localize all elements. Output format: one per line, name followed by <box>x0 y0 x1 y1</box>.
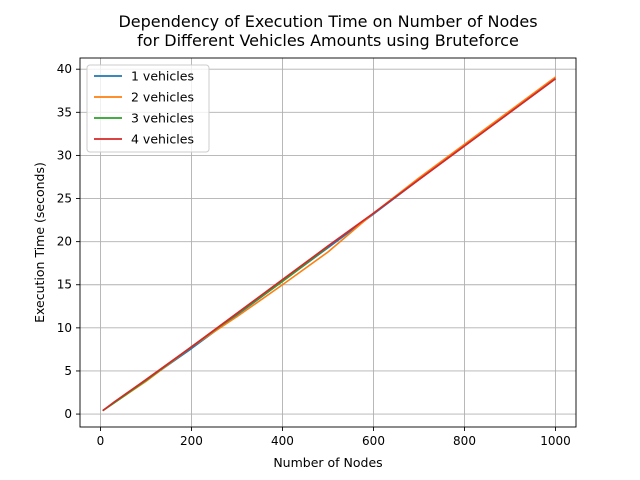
y-axis-label: Execution Time (seconds) <box>32 162 47 323</box>
y-tick-label: 10 <box>57 321 72 335</box>
y-tick-label: 5 <box>64 364 72 378</box>
x-axis-label: Number of Nodes <box>273 455 382 470</box>
y-tick-label: 20 <box>57 235 72 249</box>
x-tick-label: 200 <box>180 434 203 448</box>
x-tick-label: 1000 <box>540 434 571 448</box>
y-tick-label: 30 <box>57 148 72 162</box>
grid-lines <box>80 58 576 427</box>
chart-title-line: for Different Vehicles Amounts using Bru… <box>137 31 519 50</box>
y-tick-label: 25 <box>57 192 72 206</box>
series-lines <box>102 76 556 412</box>
x-tick-label: 0 <box>97 434 105 448</box>
chart-title: Dependency of Execution Time on Number o… <box>118 12 537 50</box>
y-axis-ticks: 0 5 10 15 20 25 30 35 40 <box>57 62 80 421</box>
y-tick-label: 35 <box>57 105 72 119</box>
legend-box <box>86 64 210 153</box>
x-axis-ticks: 0 200 400 600 800 1000 <box>97 427 571 448</box>
legend-label: 4 vehicles <box>131 132 194 147</box>
legend-label: 2 vehicles <box>131 90 194 105</box>
plot-frame <box>79 57 577 428</box>
x-tick-label: 400 <box>271 434 294 448</box>
x-tick-label: 800 <box>453 434 476 448</box>
series-line <box>102 78 556 412</box>
legend: 1 vehicles 2 vehicles 3 vehicles 4 vehicles <box>86 64 210 153</box>
chart-title-line: Dependency of Execution Time on Number o… <box>118 12 537 31</box>
y-tick-label: 15 <box>57 278 72 292</box>
y-tick-label: 0 <box>64 407 72 421</box>
y-tick-label: 40 <box>57 62 72 76</box>
x-tick-label: 600 <box>362 434 385 448</box>
legend-label: 1 vehicles <box>131 69 194 84</box>
legend-label: 3 vehicles <box>131 111 194 126</box>
